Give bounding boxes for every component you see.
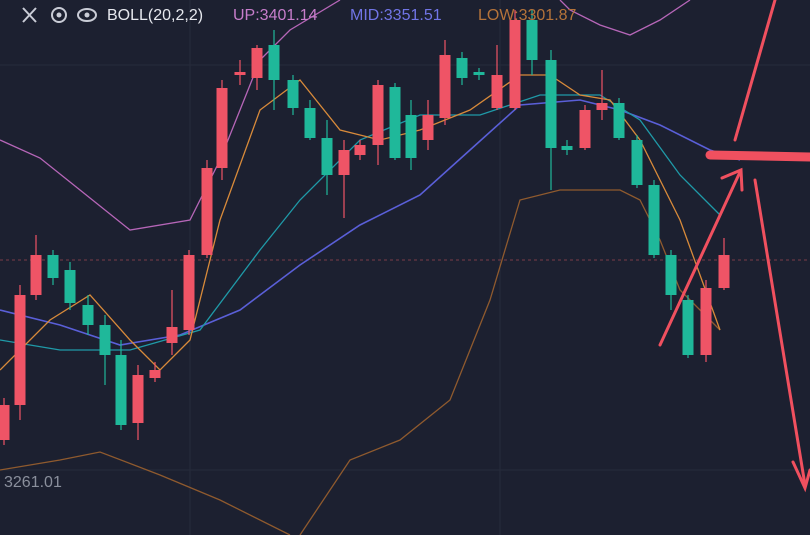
level-line — [705, 150, 810, 162]
candle-body — [338, 150, 350, 175]
candle-body — [115, 355, 127, 425]
candle-body — [216, 88, 228, 168]
candle-body — [372, 85, 384, 145]
lower-value: LOW:3301.87 — [478, 7, 577, 24]
toolbar: BOLL(20,2,2) UP:3401.14 MID:3351.51 LOW:… — [22, 7, 577, 24]
settings-icon-dot — [56, 12, 62, 18]
upper-band — [559, 0, 691, 36]
candle-body — [183, 255, 195, 330]
candle-body — [321, 138, 333, 175]
arrow-head — [791, 460, 810, 493]
candle-body — [251, 48, 263, 78]
candle-body — [491, 75, 503, 108]
lower-band — [0, 451, 291, 535]
candle-body — [132, 375, 144, 423]
candle-body — [545, 60, 557, 148]
visibility-icon[interactable] — [77, 8, 97, 22]
indicator-name: BOLL(20,2,2) — [107, 7, 203, 24]
candle-body — [201, 168, 213, 255]
arrow-line — [658, 170, 742, 347]
arrow-head — [720, 167, 744, 192]
candle-body — [456, 58, 468, 78]
candle-body — [422, 115, 434, 140]
candle-body — [700, 288, 712, 355]
candle-body — [526, 20, 538, 60]
candle-body — [30, 255, 42, 295]
indicator-lines — [0, 0, 741, 535]
candle-body — [149, 370, 161, 378]
arrow-line — [753, 178, 807, 487]
candle-body — [0, 405, 10, 440]
upper-value: UP:3401.14 — [233, 7, 318, 24]
annotations — [658, 0, 810, 493]
upper-band — [0, 0, 341, 231]
candle-body — [354, 145, 366, 155]
candle-body — [99, 325, 111, 355]
candle-body — [718, 255, 730, 288]
candle-body — [64, 270, 76, 303]
close-icon[interactable] — [22, 7, 37, 23]
candle-body — [596, 103, 608, 110]
candle-body — [631, 140, 643, 185]
lower-band — [299, 189, 721, 535]
moving-average — [0, 74, 721, 371]
middle-band — [0, 99, 741, 346]
price-label: 3261.01 — [4, 474, 62, 491]
candle-body — [166, 327, 178, 343]
candles — [0, 10, 730, 445]
candle-body — [268, 45, 280, 80]
candle-body — [439, 55, 451, 118]
middle-value: MID:3351.51 — [350, 7, 442, 24]
candle-body — [682, 300, 694, 355]
settings-icon[interactable] — [51, 7, 67, 23]
candle-body — [304, 108, 316, 138]
candle-body — [613, 103, 625, 138]
candle-body — [473, 72, 485, 75]
arrow-line — [733, 0, 777, 142]
candle-body — [389, 87, 401, 158]
candle-body — [234, 72, 246, 75]
candle-body — [47, 255, 59, 278]
candle-body — [509, 20, 521, 108]
candle-body — [405, 115, 417, 158]
candle-body — [82, 305, 94, 325]
candle-body — [561, 146, 573, 150]
candle-body — [287, 80, 299, 108]
candle-body — [665, 255, 677, 295]
visibility-icon-dot — [84, 12, 90, 18]
candle-body — [648, 185, 660, 255]
candle-body — [14, 295, 26, 405]
candle-body — [579, 110, 591, 148]
